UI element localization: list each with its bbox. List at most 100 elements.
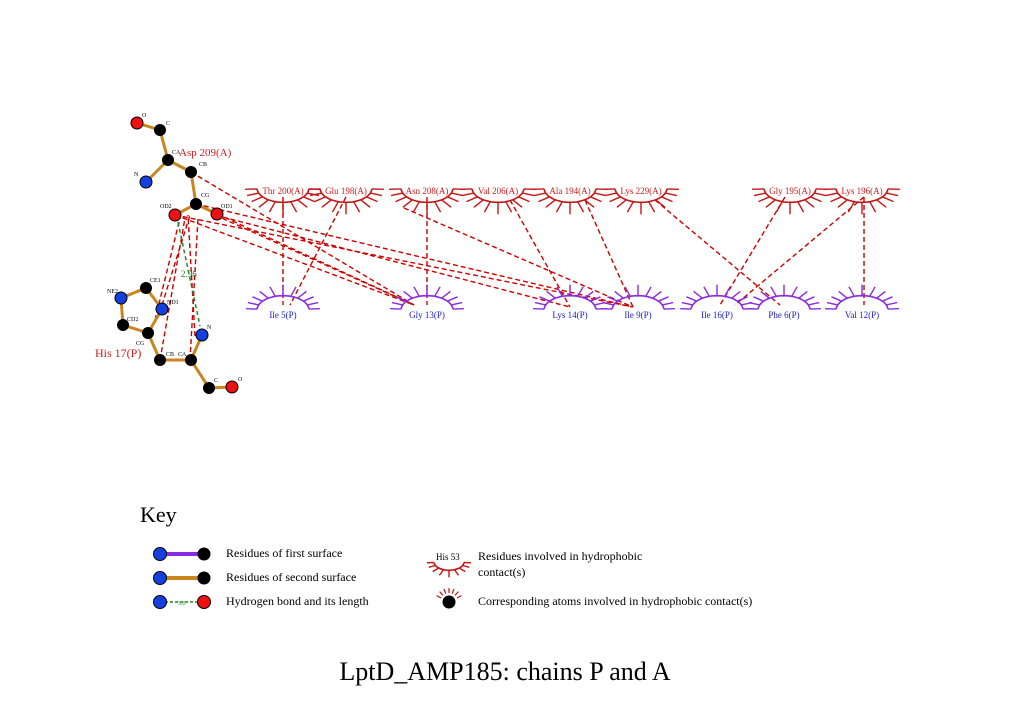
atom-label: O xyxy=(142,113,147,119)
legend-label: Residues of second surface xyxy=(226,570,356,584)
hydrophobic-residue-label: Lys 14(P) xyxy=(552,310,587,320)
atom-label: O xyxy=(238,377,243,383)
atom-label: OD2 xyxy=(160,204,172,210)
hydrophobic-residue-p: Lys 14(P) xyxy=(533,284,607,320)
hydrophobic-residue-label: Val 206(A) xyxy=(478,186,518,196)
hydrophobic-residue-a: Val 206(A) xyxy=(460,186,536,215)
atom-label: C xyxy=(214,378,218,384)
contact-line xyxy=(195,203,634,308)
carbon-atom xyxy=(185,166,197,178)
hydrophobic-arc-icon xyxy=(824,188,900,215)
hydrophobic-residue-label: Gly 13(P) xyxy=(409,310,445,320)
contact-line xyxy=(174,214,415,306)
hydrophobic-arc-icon xyxy=(460,188,536,215)
carbon-atom xyxy=(154,124,166,136)
his17-residue: NE2 CE1 CD2 CG ND1 CB CA N C O His 17(P) xyxy=(95,278,243,394)
hydrophobic-arc-icon xyxy=(246,284,320,310)
oxygen-atom xyxy=(168,208,182,222)
contact-line xyxy=(289,196,347,306)
hbond-length: 2.96 xyxy=(181,269,197,279)
hydrophobic-arc-icon xyxy=(603,188,679,215)
hydrophobic-residue-p: Phe 6(P) xyxy=(747,284,821,320)
hydrophobic-residue-a: Gly 195(A) xyxy=(752,186,828,215)
atom-label: N xyxy=(207,325,212,331)
residue-label-asp209: Asp 209(A) xyxy=(179,147,232,159)
hydrophobic-arc-icon xyxy=(532,188,608,215)
hydrophobic-residue-a: Lys 196(A) xyxy=(824,186,900,215)
hydrophobic-residue-label: Ala 194(A) xyxy=(549,186,590,196)
carbon-atom xyxy=(142,327,154,339)
hydrophobic-residue-label: Phe 6(P) xyxy=(768,310,799,320)
hydrophobic-residue-label: Ile 16(P) xyxy=(701,310,733,320)
hydrophobic-residue-a: Asn 208(A) xyxy=(389,186,465,215)
oxygen-atom xyxy=(225,380,239,394)
carbon-atom xyxy=(197,571,211,585)
hydrophobic-arc-icon xyxy=(390,284,464,310)
hydrophobic-arc-icon xyxy=(426,561,472,578)
hydrophobic-residue-a: Glu 198(A) xyxy=(308,186,384,215)
contact-line xyxy=(509,199,571,308)
legend: Key Residues of first surface Residues o… xyxy=(140,502,752,609)
nitrogen-atom xyxy=(114,291,128,305)
atom-label: CE1 xyxy=(150,278,161,284)
hydrophobic-residue-label: Thr 200(A) xyxy=(262,186,303,196)
nitrogen-atom xyxy=(153,571,167,585)
contact-line xyxy=(403,207,634,308)
contact-line xyxy=(187,214,196,337)
hydrophobic-residue-label: Lys 229(A) xyxy=(620,186,661,196)
atom-label: CA xyxy=(178,352,187,358)
legend-corresponding-atoms: Corresponding atoms involved in hydropho… xyxy=(436,588,752,609)
hydrophobic-arc-icon xyxy=(533,284,607,310)
hydrophobic-residue-a: Ala 194(A) xyxy=(532,186,608,215)
oxygen-atom xyxy=(210,207,224,221)
hydrophobic-residue-label: Ile 5(P) xyxy=(269,310,296,320)
atom-label: CG xyxy=(201,193,210,199)
atom-label: CB xyxy=(166,352,174,358)
oxygen-atom xyxy=(197,595,211,609)
nitrogen-atom xyxy=(195,328,209,342)
hydrophobic-residue-label: Asn 208(A) xyxy=(406,186,449,196)
contact-line xyxy=(654,199,781,306)
legend-label: Corresponding atoms involved in hydropho… xyxy=(478,594,752,608)
contact-line xyxy=(214,214,571,308)
legend-heading: Key xyxy=(140,502,177,527)
hydrogen-bond: 2.96 xyxy=(177,221,201,327)
legend-hydrogen-bond: 3.0 Hydrogen bond and its length xyxy=(153,594,369,609)
hydrophobic-residue-p: Ile 16(P) xyxy=(680,284,754,320)
oxygen-atom xyxy=(130,116,144,130)
atom-label: N xyxy=(134,172,139,178)
hydrophobic-residue-p: Ile 9(P) xyxy=(601,284,675,320)
hydrophobic-residue-p: Val 12(P) xyxy=(825,284,899,320)
diagram-title: LptD_AMP185: chains P and A xyxy=(339,657,670,686)
hydrophobic-residue-label: Glu 198(A) xyxy=(325,186,367,196)
carbon-atom xyxy=(140,282,152,294)
atom-label: CB xyxy=(199,162,207,168)
legend-example-residue: His 53 xyxy=(436,552,460,562)
legend-first-surface: Residues of first surface xyxy=(153,546,342,561)
legend-hydrophobic-residue: His 53 Residues involved in hydrophobic … xyxy=(426,549,642,579)
carbon-atom xyxy=(117,319,129,331)
hydrophobic-residue-label: Val 12(P) xyxy=(845,310,879,320)
hydrophobic-arc-icon xyxy=(825,284,899,310)
hydrophobic-arc-icon xyxy=(389,188,465,215)
atom-label: OD1 xyxy=(221,204,233,210)
asp209-residue: O C CA N CB CG OD2 OD1 Asp 209(A) xyxy=(130,113,233,222)
atom-label: CA xyxy=(172,150,181,156)
hydrophobic-residue-p: Ile 5(P) xyxy=(246,284,320,320)
atom-label: CG xyxy=(136,341,145,347)
carbon-atom xyxy=(203,382,215,394)
carbon-atom xyxy=(190,198,202,210)
hydrophobic-arc-icon xyxy=(308,188,384,215)
legend-second-surface: Residues of second surface xyxy=(153,570,356,585)
hydrophobic-arc-icon xyxy=(601,284,675,310)
atom-label: C xyxy=(166,121,170,127)
spoke-icon xyxy=(436,588,462,599)
hydrophobic-residue-a: Lys 229(A) xyxy=(603,186,679,215)
legend-label: Hydrogen bond and its length xyxy=(226,594,369,608)
hydrophobic-arc-icon xyxy=(426,561,472,578)
hydrophobic-residues-chain-a: Thr 200(A) Glu 198(A) Asn 208(A) Val 206(A)… xyxy=(245,186,900,215)
atom-label: ND1 xyxy=(167,300,179,306)
contact-line xyxy=(159,217,186,361)
hydrophobic-arc-icon xyxy=(747,284,821,310)
